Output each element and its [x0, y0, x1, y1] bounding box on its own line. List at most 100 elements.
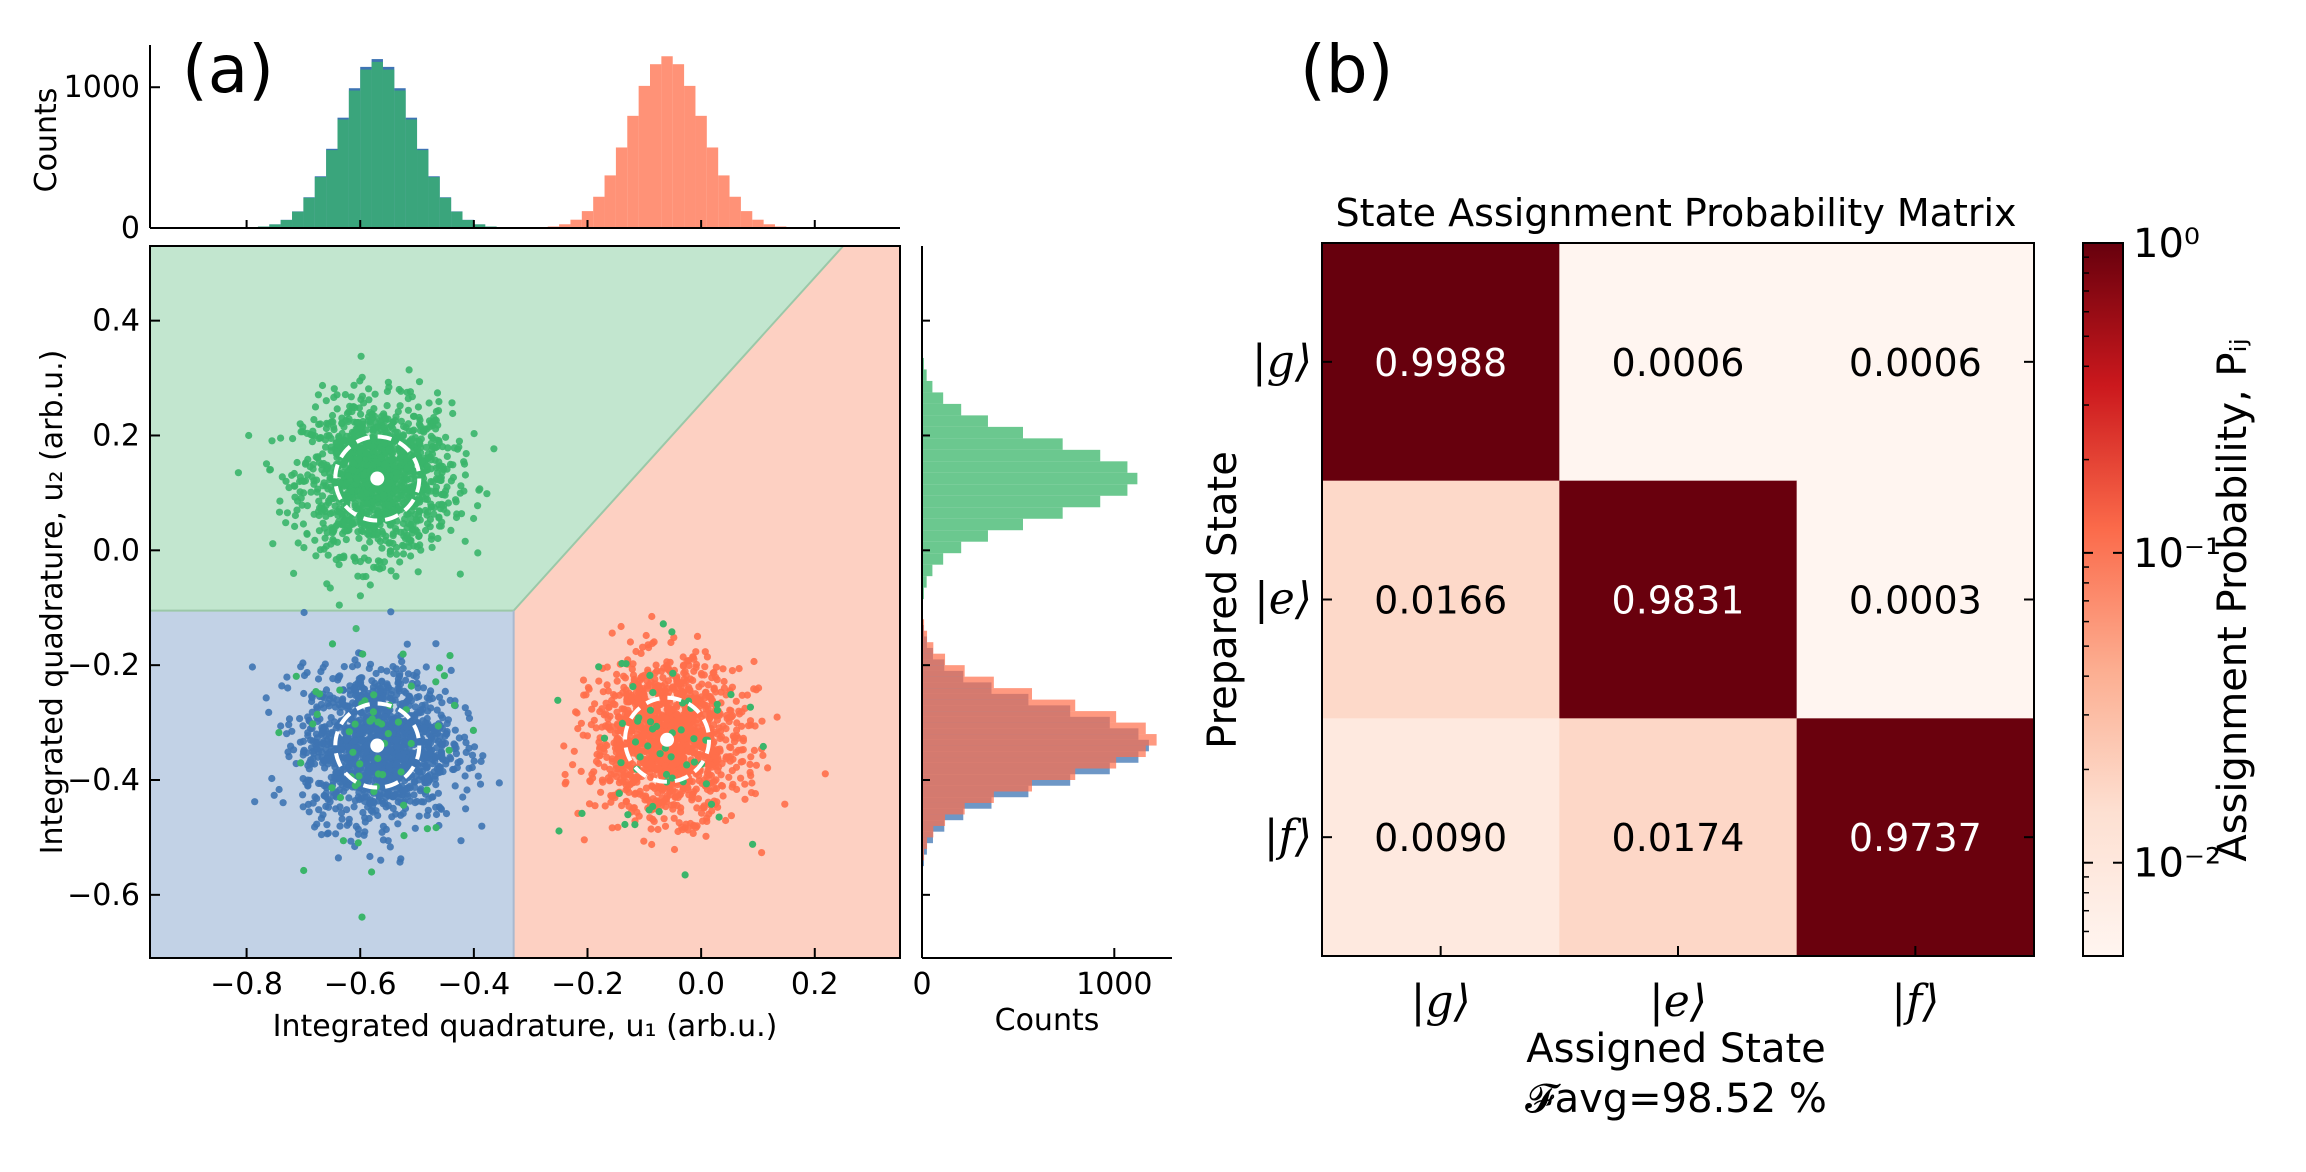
scatter-point — [393, 742, 401, 750]
scatter-point — [335, 601, 343, 609]
scatter-point — [433, 706, 441, 714]
scatter-point — [275, 729, 283, 737]
scatter-point — [423, 786, 431, 794]
scatter-point — [293, 506, 301, 514]
scatter-point — [644, 742, 652, 750]
scatter-point — [654, 784, 663, 792]
scatter-point — [462, 739, 470, 747]
scatter-point — [619, 689, 627, 697]
scatter-point — [336, 786, 344, 794]
right-hist-bar — [922, 530, 988, 542]
scatter-point — [290, 746, 298, 754]
scatter-point — [655, 808, 663, 816]
scatter-point — [590, 716, 598, 724]
scatter-point — [432, 425, 440, 433]
scatter-point — [667, 753, 675, 761]
scatter-point — [403, 464, 411, 472]
scatter-point — [417, 798, 426, 806]
scatter-point — [656, 688, 665, 696]
scatter-point — [285, 721, 293, 729]
scatter-point — [722, 711, 731, 720]
scatter-point — [720, 684, 729, 692]
scatter-point — [415, 507, 423, 515]
scatter-point — [714, 767, 722, 775]
scatter-point — [448, 399, 456, 407]
scatter-point — [265, 708, 273, 717]
scatter-point — [391, 445, 399, 453]
scatter-point — [341, 391, 349, 399]
scatter-point — [310, 416, 318, 424]
scatter-point — [759, 742, 767, 751]
scatter-point — [601, 802, 609, 810]
scatter-point — [424, 454, 432, 462]
scatter-point — [600, 734, 609, 742]
scatter-point — [408, 756, 417, 764]
scatter-point — [464, 709, 472, 717]
scatter-point — [346, 682, 354, 690]
scatter-point — [300, 671, 309, 680]
scatter-point — [391, 774, 399, 782]
right-hist-bar — [922, 699, 1076, 712]
scatter-point — [335, 498, 343, 506]
scatter-point — [457, 482, 465, 490]
right-hist-bar — [922, 722, 1146, 735]
scatter-point — [461, 772, 469, 780]
scatter-point — [418, 492, 427, 500]
scatter-point — [427, 535, 435, 543]
scatter-point — [370, 691, 378, 699]
scatter-point — [713, 706, 722, 714]
scatter-point — [673, 711, 681, 719]
scatter-series-0 — [234, 352, 498, 633]
scatter-point — [349, 520, 357, 528]
scatter-point — [356, 501, 364, 510]
scatter-point — [400, 687, 408, 696]
scatter-point — [614, 823, 622, 831]
scatter-point — [420, 428, 428, 436]
scatter-point — [435, 458, 443, 466]
scatter-point — [299, 803, 307, 811]
matrix-title: State Assignment Probability Matrix — [1335, 191, 2016, 235]
scatter-point — [358, 460, 366, 469]
scatter-point — [392, 766, 400, 774]
scatter-point — [329, 675, 337, 683]
scatter-point — [737, 774, 745, 782]
scatter-point — [386, 539, 394, 547]
region-g — [150, 246, 844, 611]
scatter-point — [741, 780, 749, 788]
scatter-point — [262, 694, 270, 702]
scatter-point — [351, 691, 360, 700]
scatter-point — [308, 431, 317, 439]
x-tick-label: −0.4 — [437, 967, 510, 1002]
right-hist-bar — [922, 472, 1138, 485]
scatter-point — [690, 788, 698, 796]
scatter-point — [332, 556, 340, 564]
scatter-point — [293, 458, 301, 467]
scatter-point — [314, 675, 323, 683]
scatter-point — [405, 538, 413, 546]
scatter-point — [729, 732, 737, 740]
scatter-point — [651, 683, 659, 691]
scatter-point — [643, 684, 652, 692]
scatter-point — [690, 758, 699, 766]
scatter-point — [648, 612, 656, 621]
scatter-point — [377, 666, 385, 674]
scatter-point — [299, 751, 307, 759]
right-hist-bar — [922, 380, 933, 393]
scatter-point — [452, 498, 460, 506]
scatter-point — [670, 845, 679, 854]
scatter-point — [367, 807, 375, 815]
scatter-point — [461, 704, 469, 712]
scatter-point — [366, 852, 374, 861]
matrix-ticks: |g⟩ |e⟩ |f⟩|g⟩|e⟩|f⟩ — [1252, 336, 2034, 1027]
scatter-point — [709, 747, 717, 756]
scatter-point — [625, 802, 633, 810]
scatter-point — [300, 544, 308, 552]
scatter-point — [707, 800, 716, 808]
scatter-point — [379, 800, 387, 808]
scatter-point — [659, 674, 667, 682]
scatter-point — [355, 455, 363, 463]
scatter-point — [300, 689, 308, 698]
scatter-point — [371, 485, 379, 493]
scatter-point — [357, 527, 365, 535]
matrix-cell-value: 0.0003 — [1849, 579, 1982, 623]
